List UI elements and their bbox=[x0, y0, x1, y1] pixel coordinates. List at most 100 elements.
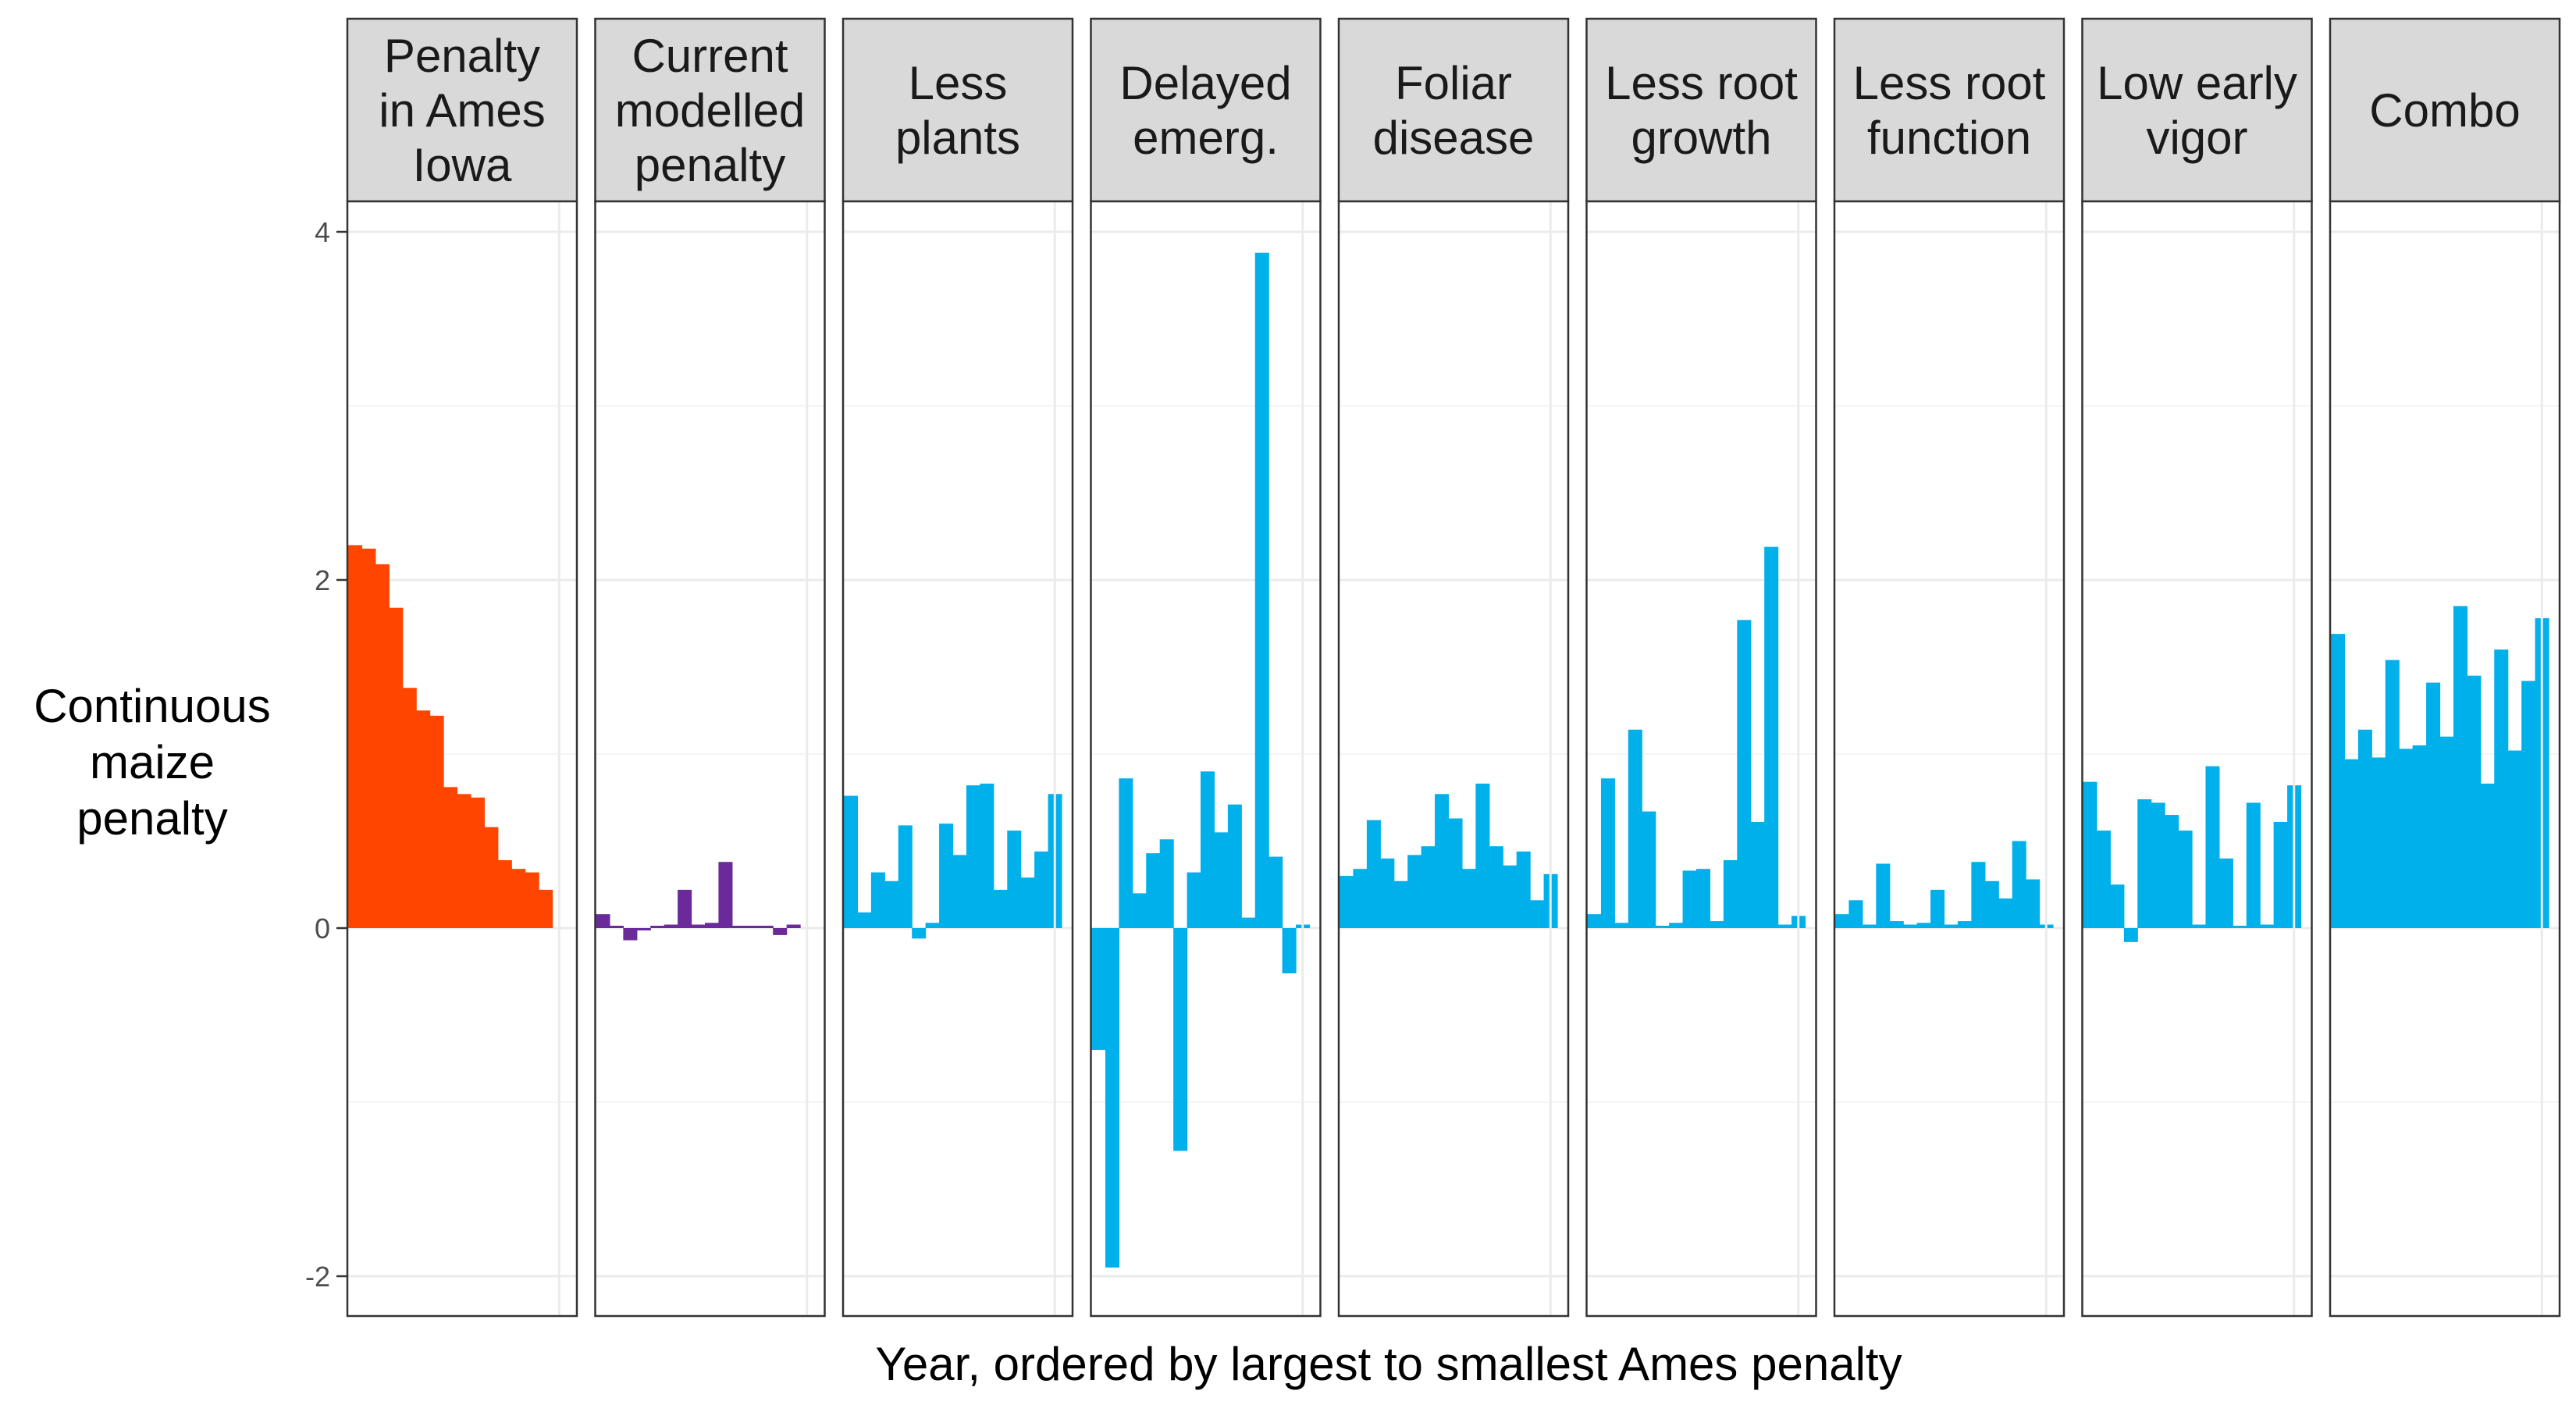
bar bbox=[443, 787, 458, 928]
bar bbox=[2151, 802, 2165, 928]
bar bbox=[1916, 923, 1931, 928]
bar bbox=[1655, 926, 1670, 928]
bar bbox=[1723, 860, 1738, 928]
facet-title: Combo bbox=[2369, 84, 2520, 137]
y-axis-title-line: maize bbox=[90, 736, 215, 788]
bar bbox=[1105, 928, 1119, 1268]
bar bbox=[844, 795, 859, 928]
bar bbox=[1393, 880, 1408, 928]
bar bbox=[2012, 841, 2026, 928]
bar bbox=[650, 926, 665, 928]
bar bbox=[470, 797, 485, 928]
bar bbox=[884, 880, 899, 928]
panel-background bbox=[595, 201, 825, 1316]
facet-strip bbox=[1090, 17, 1322, 203]
bar bbox=[623, 928, 638, 941]
bar bbox=[898, 825, 913, 928]
bar bbox=[402, 688, 417, 928]
panel-background bbox=[843, 201, 1073, 1316]
facet-strip bbox=[1833, 17, 2065, 203]
bar bbox=[1489, 846, 1503, 928]
panel-background bbox=[2082, 201, 2312, 1316]
x-axis-title: Year, ordered by largest to smallest Ame… bbox=[875, 1338, 1902, 1390]
bar bbox=[993, 889, 1008, 928]
bar bbox=[2273, 821, 2288, 928]
bar bbox=[966, 785, 980, 928]
bar bbox=[1642, 811, 1656, 928]
panel-border bbox=[2329, 200, 2561, 1318]
bar bbox=[1282, 928, 1297, 973]
y-tick-label: 2 bbox=[315, 564, 330, 596]
bar bbox=[1034, 851, 1049, 928]
bar bbox=[1587, 914, 1602, 928]
bar bbox=[2480, 783, 2495, 928]
y-tick-label: 4 bbox=[315, 216, 330, 248]
y-tick-label: 0 bbox=[315, 912, 330, 944]
bar bbox=[718, 862, 733, 928]
facet-strip bbox=[346, 17, 578, 203]
bar bbox=[1889, 921, 1904, 928]
bar bbox=[1132, 893, 1147, 928]
bar bbox=[429, 715, 444, 928]
facet-title: in Ames bbox=[379, 84, 545, 137]
bar bbox=[2137, 799, 2152, 928]
bar bbox=[1669, 923, 1684, 928]
panel-border bbox=[1833, 200, 2065, 1318]
bar bbox=[1903, 924, 1918, 928]
bar bbox=[1516, 851, 1531, 928]
bar bbox=[389, 607, 404, 928]
facet-title: Foliar bbox=[1395, 57, 1512, 109]
bar bbox=[596, 914, 610, 928]
bar bbox=[2385, 660, 2400, 928]
bar bbox=[925, 923, 940, 928]
bar bbox=[1475, 783, 1490, 928]
y-axis-title-line: Continuous bbox=[34, 680, 271, 732]
panel-border bbox=[1585, 200, 1817, 1318]
bar bbox=[1530, 900, 1545, 928]
bar bbox=[1737, 620, 1752, 928]
facet-title: Less root bbox=[1605, 57, 1798, 109]
facet-strip bbox=[1585, 17, 1817, 203]
bar bbox=[678, 889, 692, 928]
bar bbox=[2205, 766, 2220, 928]
panel-border bbox=[594, 200, 826, 1318]
panel-background bbox=[1091, 201, 1321, 1316]
bar bbox=[2218, 858, 2233, 928]
bar bbox=[1007, 831, 1022, 928]
bar bbox=[2357, 729, 2372, 928]
bar bbox=[1227, 804, 1242, 928]
bar bbox=[952, 855, 967, 928]
y-tick-label: -2 bbox=[305, 1261, 330, 1293]
bar bbox=[361, 548, 376, 928]
bar bbox=[416, 710, 431, 928]
bar bbox=[1340, 876, 1354, 928]
facet-title: Low early bbox=[2097, 57, 2297, 109]
facet-strip bbox=[841, 17, 1074, 203]
panel-background bbox=[1834, 201, 2064, 1316]
bar bbox=[1146, 853, 1161, 928]
bar bbox=[1998, 898, 2013, 928]
y-axis: 4 2 0 -2 bbox=[305, 216, 347, 1293]
bar bbox=[1764, 546, 1779, 928]
y-axis-title: Continuous maize penalty bbox=[34, 680, 271, 845]
bar bbox=[1848, 900, 1863, 928]
bar bbox=[1461, 869, 1476, 928]
bar bbox=[939, 823, 954, 928]
bar bbox=[1944, 924, 1959, 928]
panel-background bbox=[1586, 201, 1816, 1316]
bar bbox=[1876, 863, 1891, 928]
bar bbox=[539, 889, 553, 928]
bar bbox=[2233, 926, 2247, 928]
bar bbox=[1448, 818, 1463, 928]
bar bbox=[2026, 879, 2041, 928]
bar bbox=[2260, 924, 2275, 928]
facet-strip bbox=[1337, 17, 1570, 203]
facet-strip bbox=[594, 17, 826, 203]
bar bbox=[1268, 856, 1283, 928]
bar bbox=[1091, 928, 1106, 1051]
facet-title: vigor bbox=[2146, 112, 2247, 164]
